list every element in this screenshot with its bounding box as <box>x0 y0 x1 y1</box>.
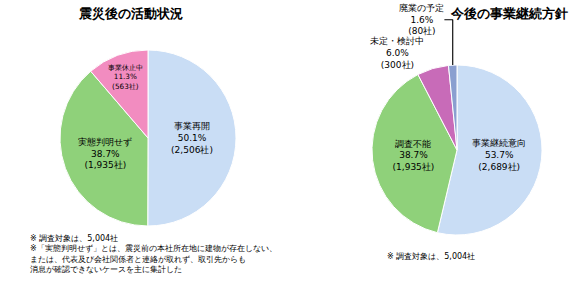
svg-text:事業休止中11.3%(563社): 事業休止中11.3%(563社) <box>108 63 143 91</box>
svg-text:実態判明せず38.7%(1,935社): 実態判明せず38.7%(1,935社) <box>78 137 132 170</box>
svg-text:調査不能38.7%(1,935社): 調査不能38.7%(1,935社) <box>393 139 435 172</box>
svg-text:※ 調査対象は、5,004社: ※ 調査対象は、5,004社 <box>387 252 475 261</box>
svg-text:事業継続意向53.7%(2,689社): 事業継続意向53.7%(2,689社) <box>472 138 526 171</box>
svg-text:廃業の予定1.6%(80社): 廃業の予定1.6%(80社) <box>399 3 444 36</box>
svg-text:事業再開50.1%(2,506社): 事業再開50.1%(2,506社) <box>171 121 213 154</box>
svg-text:今後の事業継続方針: 今後の事業継続方針 <box>450 6 568 21</box>
svg-text:震災後の活動状況: 震災後の活動状況 <box>78 6 183 21</box>
svg-text:※ 調査対象は、5,004社※「実態判明せず」とは、震災前の: ※ 調査対象は、5,004社※「実態判明せず」とは、震災前の本社所在地に建物が存… <box>30 234 277 274</box>
svg-text:未定・検討中6.0%(300社): 未定・検討中6.0%(300社) <box>370 36 424 69</box>
